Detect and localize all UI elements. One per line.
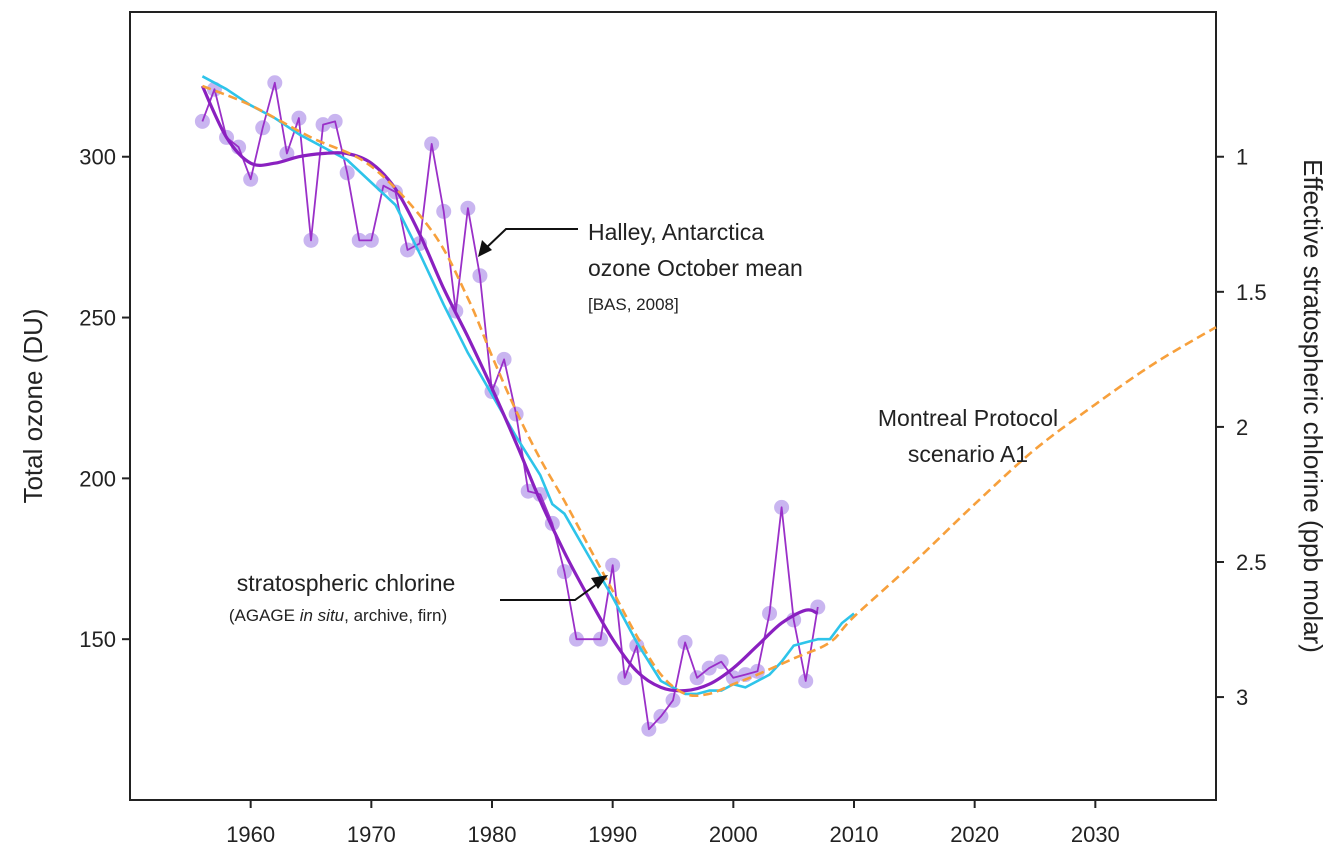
ozone-smoothed-line — [200, 85, 819, 693]
x-tick-label: 2030 — [1071, 822, 1120, 847]
y2-tick-label: 3 — [1236, 685, 1248, 710]
scenario-a1-line — [201, 84, 1217, 698]
y-tick-label: 150 — [79, 627, 116, 652]
chlorine-source-italic: in situ — [300, 606, 345, 625]
y-tick-label: 250 — [79, 306, 116, 331]
y2-tick-label: 1 — [1236, 145, 1248, 170]
y2-tick-label: 2.5 — [1236, 550, 1267, 575]
chlorine-observed-line — [201, 75, 855, 696]
y-axis-right: 1 1.5 2 2.5 3 — [1216, 145, 1267, 710]
x-tick-label: 2010 — [830, 822, 879, 847]
y-tick-label: 200 — [79, 466, 116, 491]
montreal-label-line2: scenario A1 — [908, 441, 1028, 467]
x-tick-label: 1980 — [468, 822, 517, 847]
ozone-observed-line — [201, 81, 819, 731]
x-tick-label: 2000 — [709, 822, 758, 847]
halley-label-line2: ozone October mean — [588, 255, 803, 281]
y2-axis-title: Effective stratospheric chlorine (ppb mo… — [1298, 159, 1328, 653]
chlorine-source-part3: , archive, firn) — [344, 606, 447, 625]
series-layer — [194, 75, 1217, 737]
x-tick-label: 2020 — [950, 822, 999, 847]
y2-tick-label: 2 — [1236, 415, 1248, 440]
chlorine-source-part1: (AGAGE — [229, 606, 300, 625]
halley-source: [BAS, 2008] — [588, 295, 679, 314]
x-tick-label: 1960 — [226, 822, 275, 847]
y2-tick-label: 1.5 — [1236, 280, 1267, 305]
chlorine-label: stratospheric chlorine — [237, 570, 456, 596]
y-tick-label: 300 — [79, 145, 116, 170]
montreal-label-line1: Montreal Protocol — [878, 405, 1058, 431]
plot-frame — [129, 11, 1217, 801]
halley-label-line1: Halley, Antarctica — [588, 219, 764, 245]
y-axis-title: Total ozone (DU) — [18, 308, 48, 503]
y-axis-left: 150 200 250 300 — [79, 145, 130, 652]
x-tick-label: 1990 — [588, 822, 637, 847]
x-axis: 1960 1970 1980 1990 2000 2010 2020 2030 — [226, 800, 1120, 847]
chlorine-arrow — [500, 575, 608, 601]
chlorine-source: (AGAGE in situ, archive, firn) — [229, 606, 447, 625]
halley-arrow — [478, 228, 578, 257]
x-tick-label: 1970 — [347, 822, 396, 847]
